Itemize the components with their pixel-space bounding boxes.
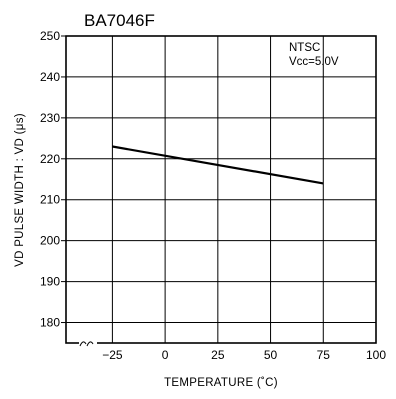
x-tick-label: 0 bbox=[162, 348, 169, 362]
series-line bbox=[112, 145, 324, 185]
x-tick-label: 50 bbox=[264, 348, 278, 362]
y-axis-label: VD PULSE WIDTH : VD (μs) bbox=[14, 113, 26, 267]
x-tick-label: −25 bbox=[102, 348, 123, 362]
x-tick-label: 25 bbox=[211, 348, 225, 362]
plot-area bbox=[65, 35, 377, 344]
annotation-line-1: NTSC bbox=[289, 42, 320, 54]
annotation-line-2: Vcc=5.0V bbox=[289, 56, 339, 68]
grid bbox=[66, 36, 376, 343]
x-axis-label: TEMPERATURE (˚C) bbox=[164, 377, 278, 389]
y-axis-ticks: 180 190 200 210 220 230 240 250 bbox=[40, 29, 66, 330]
y-tick-label: 200 bbox=[40, 234, 60, 248]
series-group bbox=[112, 145, 324, 185]
x-tick-label: 100 bbox=[366, 348, 386, 362]
x-axis-ticks: −25 0 25 50 75 100 bbox=[102, 348, 386, 362]
x-axis-break bbox=[79, 338, 97, 348]
condition-annotation: NTSC Vcc=5.0V bbox=[289, 42, 339, 68]
y-tick-label: 180 bbox=[40, 316, 60, 330]
y-tick-label: 190 bbox=[40, 275, 60, 289]
y-tick-label: 230 bbox=[40, 111, 60, 125]
y-tick-label: 210 bbox=[40, 193, 60, 207]
y-tick-label: 250 bbox=[40, 29, 60, 43]
y-tick-label: 240 bbox=[40, 70, 60, 84]
chart-title: BA7046F bbox=[84, 11, 155, 30]
y-tick-label: 220 bbox=[40, 152, 60, 166]
x-tick-label: 75 bbox=[317, 348, 331, 362]
